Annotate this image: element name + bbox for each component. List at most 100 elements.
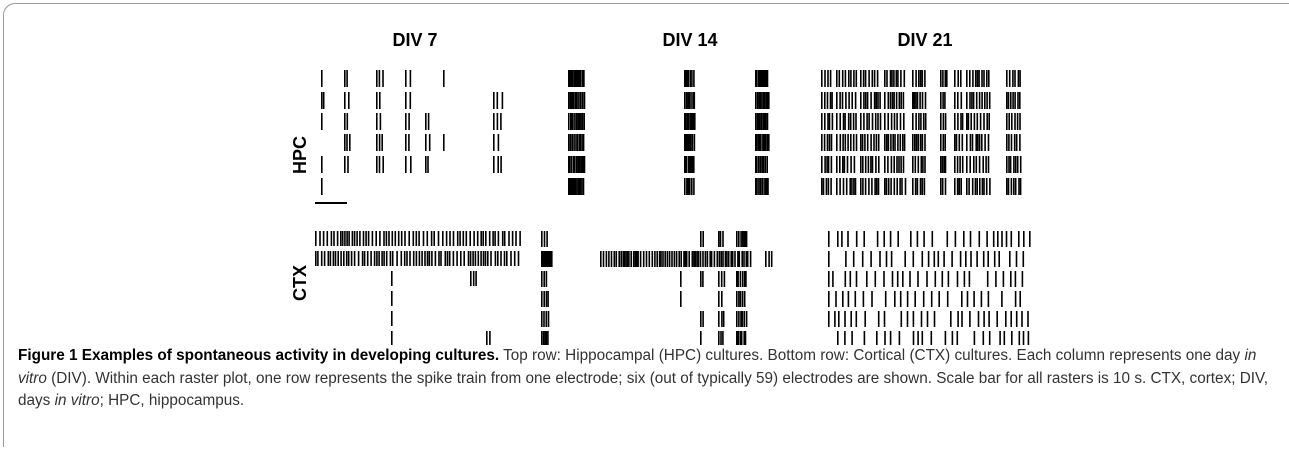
spike	[842, 156, 844, 173]
spike	[830, 178, 832, 195]
spike	[961, 156, 964, 173]
spike	[828, 311, 830, 327]
spike	[871, 178, 873, 195]
spike	[924, 113, 927, 130]
spike	[405, 92, 407, 109]
spike	[927, 251, 930, 267]
spike	[321, 70, 323, 87]
spike	[918, 70, 920, 87]
spike	[885, 134, 888, 151]
spike	[877, 134, 880, 151]
spike	[687, 134, 689, 151]
spike	[912, 134, 914, 151]
spike	[954, 113, 956, 130]
spike	[573, 178, 575, 195]
spike	[877, 113, 879, 130]
spike	[693, 70, 695, 87]
spike	[933, 311, 936, 327]
spike	[860, 178, 862, 195]
spike	[827, 156, 830, 173]
spike	[942, 134, 945, 151]
spike	[477, 251, 480, 266]
spike	[985, 156, 987, 173]
spike	[494, 251, 497, 266]
spike	[582, 156, 585, 173]
spike	[973, 113, 976, 130]
spike	[889, 92, 892, 109]
spike	[361, 251, 364, 266]
spike	[992, 231, 995, 247]
spike	[941, 271, 944, 287]
spike	[946, 231, 949, 247]
spike	[743, 331, 745, 345]
spike	[957, 92, 959, 109]
spike	[409, 70, 412, 87]
spike	[744, 231, 746, 247]
spike	[497, 251, 499, 266]
spike	[924, 92, 927, 109]
spike	[844, 311, 846, 327]
spike	[412, 231, 415, 246]
spike	[572, 156, 575, 173]
spike	[923, 231, 925, 247]
spike	[699, 251, 702, 267]
spike	[469, 231, 471, 246]
spike	[1022, 251, 1025, 267]
spike	[884, 70, 886, 87]
spike	[391, 231, 394, 246]
spike	[855, 311, 858, 327]
spike	[1027, 331, 1030, 345]
spike	[576, 134, 579, 151]
spike	[876, 70, 879, 87]
spike	[976, 70, 979, 87]
spike	[326, 231, 329, 246]
spike	[951, 331, 954, 345]
spike	[917, 156, 920, 173]
spike	[683, 251, 685, 267]
spike	[741, 291, 744, 307]
spike	[736, 231, 738, 247]
spike	[966, 291, 969, 307]
spike	[979, 178, 981, 195]
spike	[849, 113, 852, 130]
spike	[976, 178, 978, 195]
spike	[976, 113, 979, 130]
spike	[852, 251, 855, 267]
spike	[321, 156, 323, 173]
spike	[581, 134, 583, 151]
spike	[685, 70, 687, 87]
spike	[1008, 113, 1010, 130]
spike	[472, 271, 475, 286]
spike	[700, 311, 702, 327]
spike	[876, 331, 878, 345]
spike	[956, 178, 959, 195]
spike	[755, 70, 757, 87]
spike	[437, 231, 440, 246]
spike	[642, 251, 645, 267]
spike	[460, 251, 462, 266]
spike	[575, 92, 578, 109]
spike	[915, 92, 917, 109]
spike	[884, 291, 887, 307]
spike	[1009, 251, 1011, 267]
spike	[984, 92, 986, 109]
spike	[766, 134, 769, 151]
spike	[921, 331, 924, 345]
spike	[759, 156, 762, 173]
spike	[704, 251, 707, 267]
spike	[736, 311, 738, 327]
spike	[1015, 134, 1018, 151]
spike	[1012, 70, 1014, 87]
spike	[1016, 113, 1019, 130]
spike	[373, 251, 376, 266]
spike	[472, 251, 474, 266]
spike	[969, 134, 972, 151]
spike	[884, 178, 886, 195]
spike	[853, 178, 855, 195]
spike	[684, 134, 686, 151]
spike	[1008, 134, 1010, 151]
spike	[973, 156, 975, 173]
spike	[842, 291, 844, 307]
spike	[942, 113, 945, 130]
spike	[938, 291, 940, 307]
